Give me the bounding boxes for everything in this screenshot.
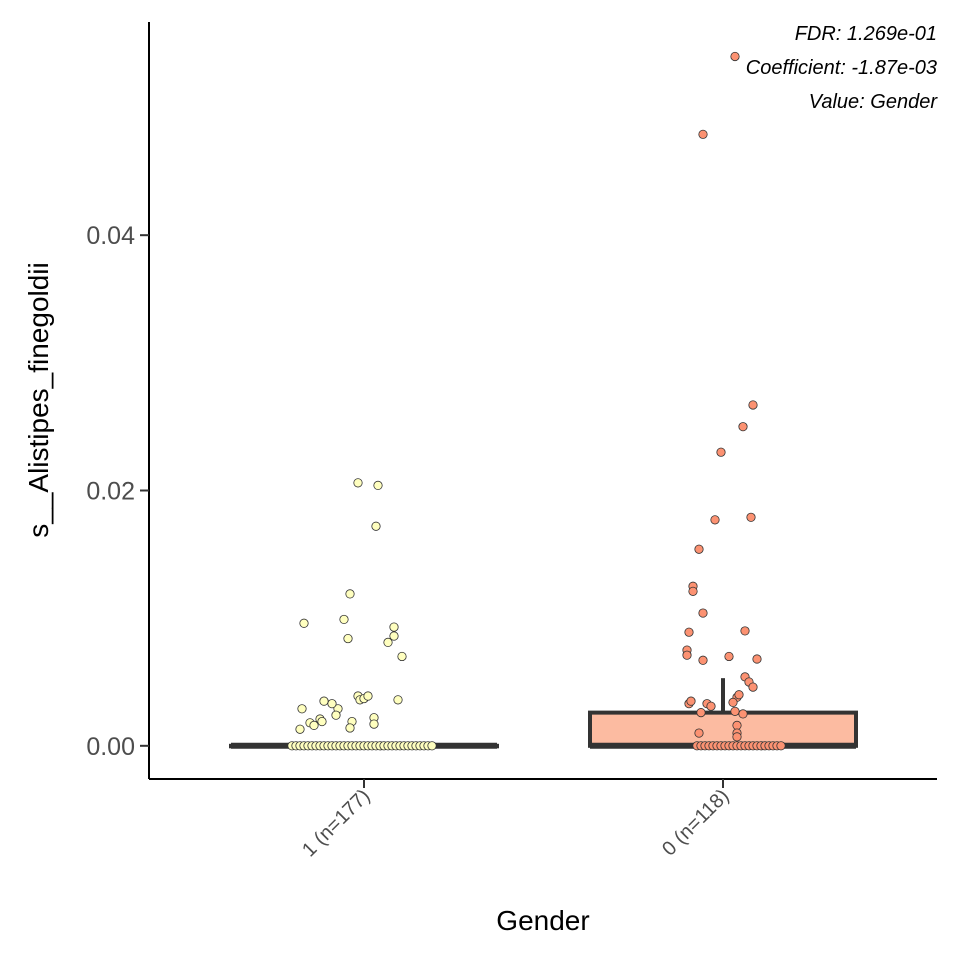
- data-point: [730, 706, 740, 716]
- data-point: [698, 655, 708, 665]
- x-tick-label: 0 (n=118): [658, 785, 733, 860]
- data-point: [389, 622, 399, 632]
- data-point: [748, 682, 758, 692]
- data-point: [345, 723, 355, 733]
- x-tick-label: 1 (n=177): [298, 785, 374, 861]
- data-point: [734, 690, 744, 700]
- data-point: [383, 637, 393, 648]
- data-point: [730, 51, 740, 62]
- data-point: [373, 480, 383, 490]
- box-rect: [588, 710, 858, 748]
- data-point: [752, 654, 762, 664]
- data-point: [309, 720, 319, 730]
- data-point: [343, 633, 353, 644]
- annotation-fdr: FDR: 1.269e-01: [795, 23, 937, 45]
- data-point: [694, 544, 704, 554]
- data-point: [732, 720, 742, 730]
- data-point: [732, 732, 742, 742]
- data-point: [393, 695, 403, 705]
- box-group: [588, 678, 858, 749]
- x-axis-title: Gender: [496, 905, 589, 936]
- data-point: [686, 696, 696, 706]
- y-tick-label: 0.02: [86, 477, 135, 505]
- data-point: [710, 515, 720, 525]
- data-point: [371, 521, 381, 531]
- data-point: [317, 716, 327, 727]
- data-point: [363, 691, 373, 701]
- data-point: [740, 626, 750, 636]
- data-point: [427, 741, 437, 751]
- data-point: [746, 512, 756, 522]
- data-point: [738, 422, 748, 432]
- y-tick-label: 0.04: [86, 222, 135, 250]
- data-point: [297, 704, 307, 714]
- annotation-value: Value: Gender: [809, 91, 939, 113]
- data-point: [369, 719, 379, 729]
- data-point: [748, 400, 758, 410]
- data-point: [724, 651, 734, 662]
- y-tick-label: 0.00: [86, 733, 135, 761]
- data-point: [688, 586, 698, 596]
- data-point: [682, 650, 692, 660]
- data-point: [397, 651, 407, 662]
- data-point: [738, 709, 748, 719]
- annotation-coefficient: Coefficient: -1.87e-03: [746, 57, 937, 79]
- data-point: [728, 697, 738, 708]
- tick-labels: 0.00 0.02 0.04 1 (n=177) 0 (n=118): [86, 222, 733, 861]
- data-point: [716, 447, 726, 457]
- data-point: [345, 589, 355, 599]
- points-group: [682, 51, 786, 751]
- data-point: [327, 699, 337, 709]
- points-group: [287, 478, 437, 751]
- data-point: [706, 701, 716, 711]
- plot-area: [229, 51, 858, 751]
- data-point: [331, 710, 341, 720]
- data-point: [684, 627, 694, 637]
- data-point: [319, 696, 329, 706]
- data-point: [776, 741, 786, 751]
- data-point: [696, 708, 706, 718]
- data-point: [339, 614, 349, 625]
- axes: [148, 22, 937, 780]
- data-point: [698, 608, 708, 618]
- data-point: [694, 728, 704, 738]
- y-axis-title: s__Alistipes_finegoldii: [23, 262, 54, 538]
- data-point: [353, 478, 363, 488]
- data-point: [698, 129, 708, 139]
- data-point: [295, 724, 305, 734]
- data-point: [299, 618, 309, 628]
- data-point: [389, 631, 399, 641]
